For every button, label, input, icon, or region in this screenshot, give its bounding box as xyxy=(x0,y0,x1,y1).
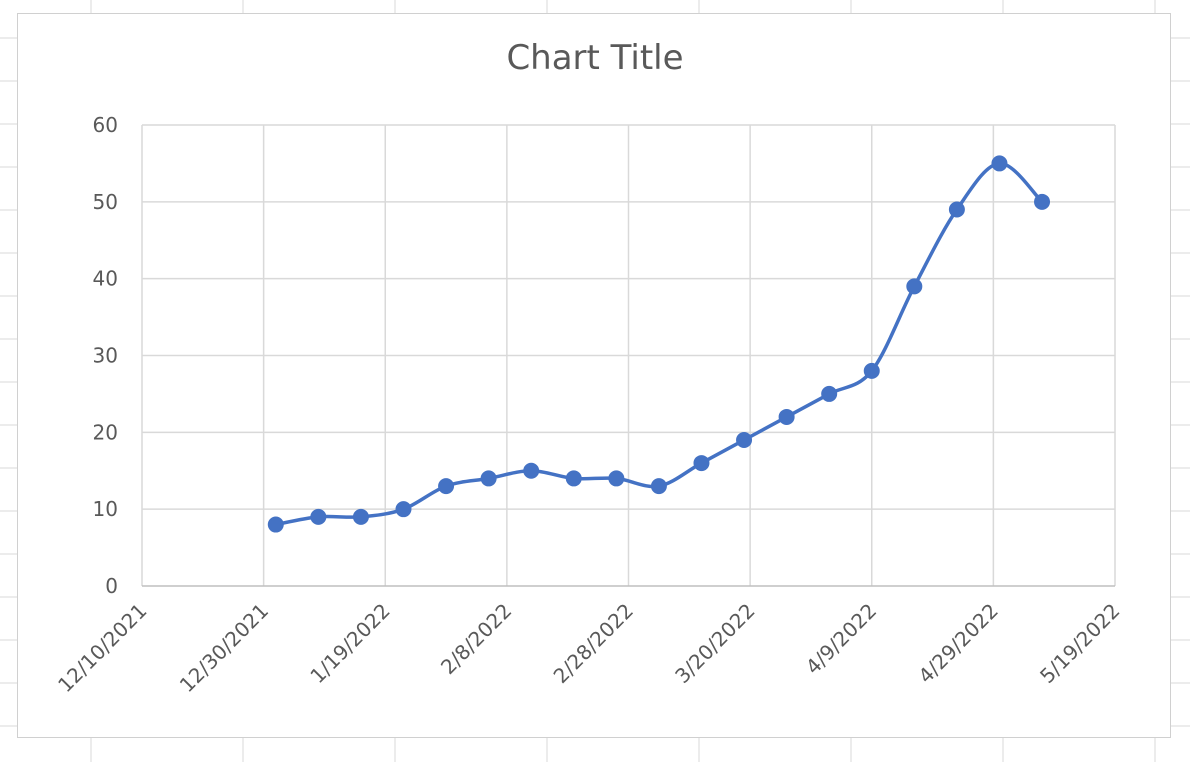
x-tick-label: 2/8/2022 xyxy=(436,599,516,679)
y-tick-label: 0 xyxy=(105,574,118,598)
y-tick-label: 60 xyxy=(93,113,118,137)
x-tick-label: 2/28/2022 xyxy=(549,599,638,688)
data-point[interactable] xyxy=(778,408,795,425)
x-tick-label: 1/19/2022 xyxy=(305,599,394,688)
x-tick-label: 12/10/2021 xyxy=(53,599,151,697)
data-point[interactable] xyxy=(352,508,369,525)
data-point[interactable] xyxy=(948,201,965,218)
series-line[interactable] xyxy=(274,161,1044,527)
data-point[interactable] xyxy=(438,478,455,495)
y-tick-label: 40 xyxy=(93,267,118,291)
y-tick-label: 50 xyxy=(93,190,118,214)
data-point[interactable] xyxy=(608,470,625,487)
data-point[interactable] xyxy=(736,432,753,449)
chart-area[interactable] xyxy=(17,13,1171,738)
data-point[interactable] xyxy=(565,470,582,487)
data-point[interactable] xyxy=(480,470,497,487)
data-point[interactable] xyxy=(863,362,880,379)
data-point[interactable] xyxy=(906,278,923,295)
x-tick-label: 4/9/2022 xyxy=(801,599,881,679)
y-tick-label: 10 xyxy=(93,497,118,521)
data-point[interactable] xyxy=(650,478,667,495)
x-tick-label: 4/29/2022 xyxy=(913,599,1002,688)
data-point[interactable] xyxy=(991,155,1008,172)
data-point[interactable] xyxy=(821,385,838,402)
data-point[interactable] xyxy=(693,455,710,472)
y-tick-label: 30 xyxy=(93,344,118,368)
data-point[interactable] xyxy=(1034,193,1051,210)
data-point[interactable] xyxy=(395,501,412,518)
data-point[interactable] xyxy=(310,508,327,525)
x-tick-label: 5/19/2022 xyxy=(1035,599,1124,688)
x-tick-label: 12/30/2021 xyxy=(175,599,273,697)
x-tick-label: 3/20/2022 xyxy=(670,599,759,688)
data-point[interactable] xyxy=(523,462,540,479)
gridlines xyxy=(141,124,1116,586)
chart-title[interactable]: Chart Title xyxy=(506,38,684,78)
y-tick-label: 20 xyxy=(93,420,118,444)
data-point[interactable] xyxy=(267,516,284,533)
